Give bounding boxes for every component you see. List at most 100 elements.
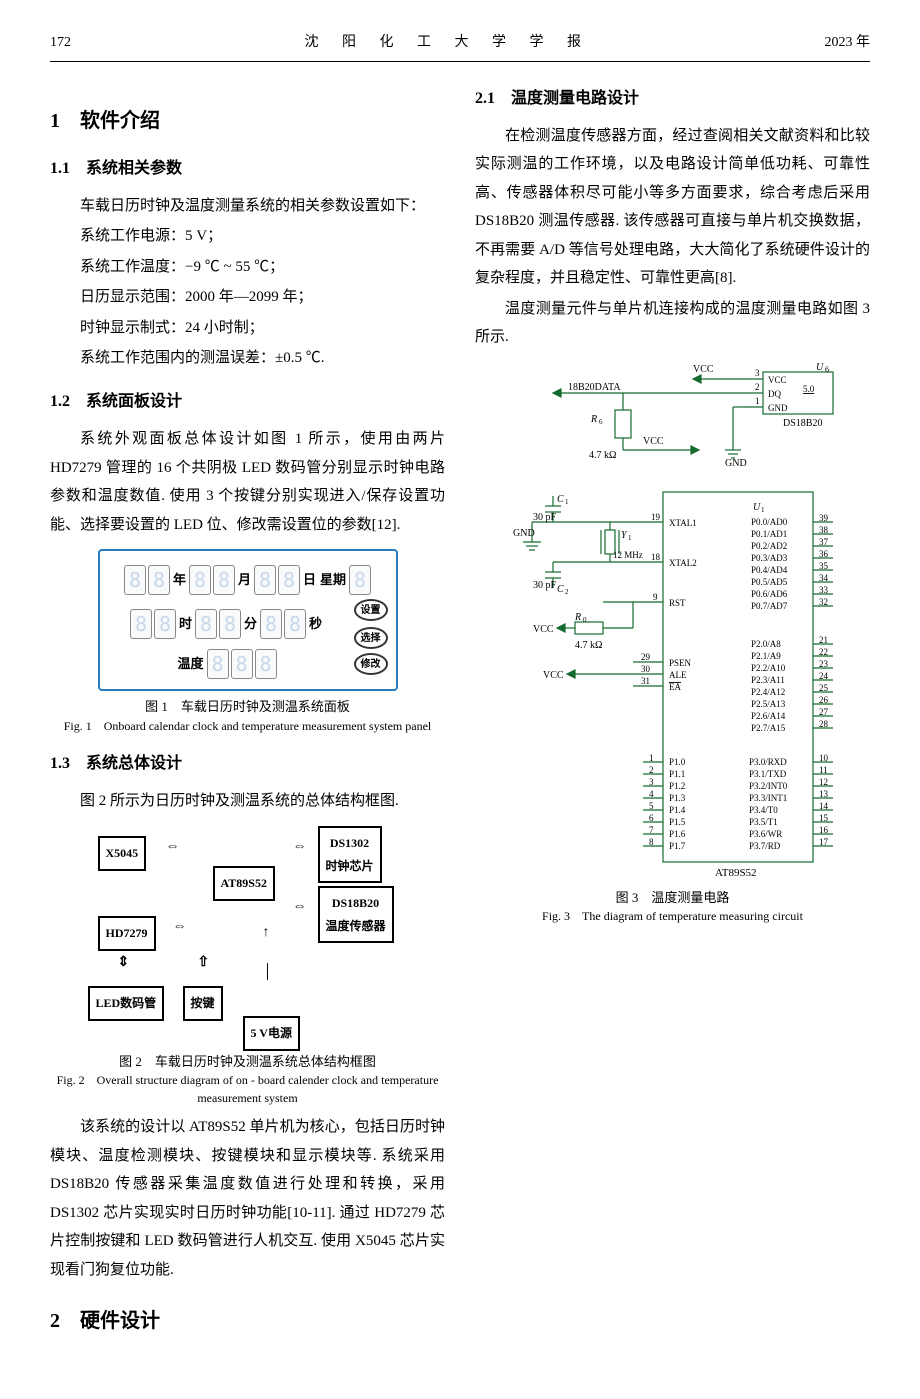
- label-hour: 时: [179, 612, 192, 637]
- figure-1: 8 8 年 8 8 月 8 8 日 星期 8 8 8 时 8 8 分 8 8 秒: [50, 549, 445, 735]
- svg-text:14: 14: [819, 801, 829, 811]
- svg-text:12: 12: [819, 777, 828, 787]
- section-2-title: 2 硬件设计: [50, 1302, 445, 1340]
- figure-3: 3 2 1: [475, 362, 870, 926]
- spec-line: 系统工作温度：−9 ℃ ~ 55 ℃；: [50, 253, 445, 282]
- arrow-icon: ↑: [263, 926, 270, 940]
- svg-text:P3.3/INT1: P3.3/INT1: [749, 793, 787, 803]
- label-r0v: 4.7 kΩ: [575, 640, 602, 651]
- svg-text:9: 9: [653, 592, 658, 602]
- seven-seg: 8: [284, 609, 306, 639]
- arrow-icon: ⇔: [166, 840, 180, 854]
- spec-line: 系统工作电源：5 V；: [50, 222, 445, 251]
- section-2-1-title: 2.1 温度测量电路设计: [475, 84, 870, 114]
- svg-text:27: 27: [819, 707, 829, 717]
- para: 该系统的设计以 AT89S52 单片机为核心，包括日历时钟模块、温度检测模块、按…: [50, 1113, 445, 1284]
- fig3-cap-cn: 图 3 温度测量电路: [475, 888, 870, 908]
- svg-text:P0.3/AD3: P0.3/AD3: [751, 553, 788, 563]
- box-ds1302: DS1302 时钟芯片: [318, 826, 382, 884]
- label-sec: 秒: [309, 612, 322, 637]
- svg-text:17: 17: [819, 837, 829, 847]
- box-at89s52: AT89S52: [213, 866, 275, 901]
- svg-text:19: 19: [651, 512, 661, 522]
- box-led: LED数码管: [88, 986, 165, 1021]
- svg-text:24: 24: [819, 671, 829, 681]
- svg-text:21: 21: [819, 635, 828, 645]
- svg-text:39: 39: [819, 513, 829, 523]
- svg-text:8: 8: [649, 837, 654, 847]
- svg-text:P0.4/AD4: P0.4/AD4: [751, 565, 788, 575]
- svg-text:P2.6/A14: P2.6/A14: [751, 711, 786, 721]
- fig2-cap-en: Fig. 2 Overall structure diagram of on -…: [50, 1071, 445, 1107]
- svg-text:34: 34: [819, 573, 829, 583]
- figure-1-caption: 图 1 车载日历时钟及测温系统面板 Fig. 1 Onboard calenda…: [50, 697, 445, 735]
- year: 2023 年: [825, 30, 871, 57]
- seven-seg: 8: [195, 609, 217, 639]
- modify-button[interactable]: 修改: [354, 653, 388, 675]
- svg-text:P1.2: P1.2: [669, 781, 685, 791]
- box-key: 按键: [183, 986, 223, 1021]
- set-button[interactable]: 设置: [354, 599, 388, 621]
- para: 系统外观面板总体设计如图 1 所示，使用由两片 HD7279 管理的 16 个共…: [50, 425, 445, 539]
- running-header: 172 沈 阳 化 工 大 学 学 报 2023 年: [50, 30, 870, 62]
- pin-xtal2: XTAL2: [669, 558, 697, 568]
- svg-text:P1.7: P1.7: [669, 841, 686, 851]
- svg-text:P3.0/RXD: P3.0/RXD: [749, 757, 787, 767]
- pin-ale: ALE: [669, 670, 687, 680]
- label-y1v: 12 MHz: [613, 550, 643, 560]
- pin-ea: EA: [669, 682, 681, 692]
- svg-text:P2.4/A12: P2.4/A12: [751, 687, 785, 697]
- label-r0: R: [574, 612, 581, 623]
- svg-text:P1.4: P1.4: [669, 805, 686, 815]
- label-18b20data: 18B20DATA: [568, 382, 621, 393]
- section-1-3-title: 1.3 系统总体设计: [50, 749, 445, 779]
- box-power: 5 V电源: [243, 1016, 300, 1051]
- spec-line: 日历显示范围：2000 年—2099 年；: [50, 283, 445, 312]
- svg-text:1: 1: [565, 498, 569, 506]
- svg-text:P2.1/A9: P2.1/A9: [751, 651, 781, 661]
- seven-seg: 8: [207, 649, 229, 679]
- seven-seg: 8: [255, 649, 277, 679]
- label-gnd2: GND: [513, 528, 535, 539]
- label-vcc3: VCC: [533, 624, 554, 635]
- fig2-cap-cn: 图 2 车载日历时钟及测温系统总体结构框图: [50, 1052, 445, 1072]
- para: 车载日历时钟及温度测量系统的相关参数设置如下：: [50, 192, 445, 221]
- section-1-title: 1 软件介绍: [50, 102, 445, 140]
- svg-text:P1.5: P1.5: [669, 817, 686, 827]
- time-row: 8 8 时 8 8 分 8 8 秒 设置 选择: [108, 599, 388, 649]
- seven-seg: 8: [278, 565, 300, 595]
- panel-mockup: 8 8 年 8 8 月 8 8 日 星期 8 8 8 时 8 8 分 8 8 秒: [98, 549, 398, 691]
- select-button[interactable]: 选择: [354, 627, 388, 649]
- seven-seg: 8: [349, 565, 371, 595]
- svg-text:38: 38: [819, 525, 829, 535]
- label-vcc2: VCC: [643, 436, 664, 447]
- figure-2: X5045 AT89S52 DS1302 时钟芯片 DS18B20 温度传感器 …: [50, 826, 445, 1108]
- spec-line: 系统工作范围内的测温误差：±0.5 ℃.: [50, 344, 445, 373]
- seven-seg: 8: [213, 565, 235, 595]
- pin-psen: PSEN: [669, 658, 692, 668]
- seven-seg: 8: [254, 565, 276, 595]
- arrow-icon: ⇔: [293, 840, 307, 854]
- svg-text:16: 16: [819, 825, 829, 835]
- svg-text:P0.5/AD5: P0.5/AD5: [751, 577, 788, 587]
- svg-text:22: 22: [819, 647, 828, 657]
- svg-text:P2.7/A15: P2.7/A15: [751, 723, 786, 733]
- svg-text:3: 3: [755, 368, 760, 378]
- label-u6: U: [816, 362, 824, 373]
- svg-text:25: 25: [819, 683, 829, 693]
- arrow-icon: ⇕: [118, 956, 130, 970]
- svg-text:13: 13: [819, 789, 829, 799]
- svg-text:P3.2/INT0: P3.2/INT0: [749, 781, 788, 791]
- seven-seg: 8: [154, 609, 176, 639]
- svg-text:P2.0/A8: P2.0/A8: [751, 639, 781, 649]
- fig3-cap-en: Fig. 3 The diagram of temperature measur…: [475, 907, 870, 925]
- arrow-icon: │: [263, 966, 273, 980]
- label-y1: Y: [621, 530, 628, 541]
- svg-text:P2.2/A10: P2.2/A10: [751, 663, 786, 673]
- label-vcc4: VCC: [543, 670, 564, 681]
- svg-text:6: 6: [649, 813, 654, 823]
- arrow-icon: ⇧: [198, 956, 210, 970]
- svg-text:11: 11: [819, 765, 828, 775]
- svg-text:3: 3: [649, 777, 654, 787]
- label-week: 星期: [320, 568, 346, 593]
